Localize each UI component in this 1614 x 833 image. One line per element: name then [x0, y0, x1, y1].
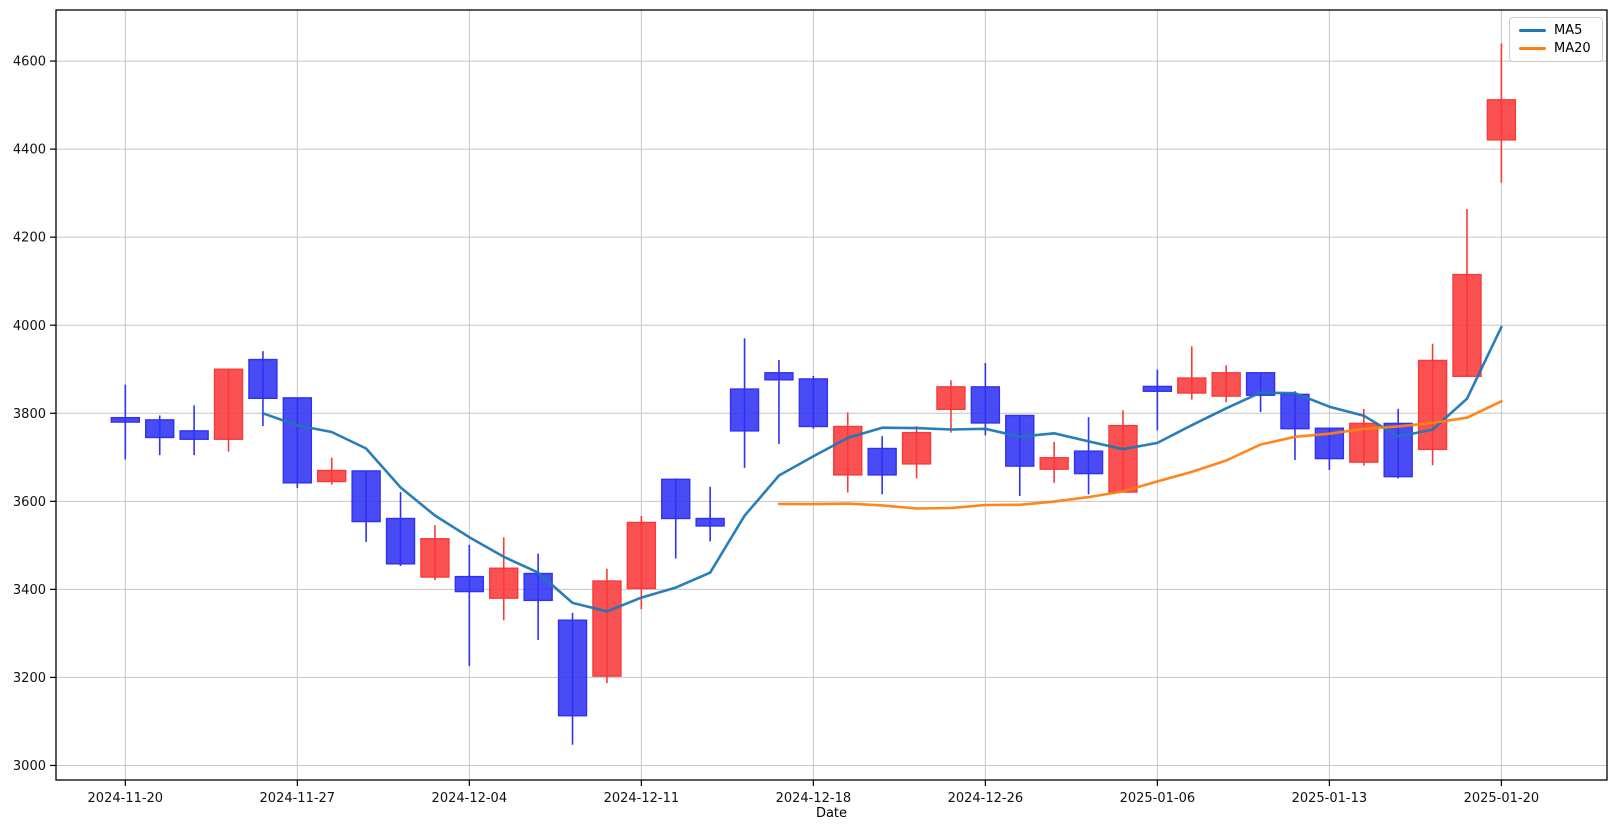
- candle-body-down: [1280, 393, 1310, 430]
- legend-item-ma5: MA5: [1519, 24, 1593, 37]
- candle-body-down: [282, 397, 313, 484]
- ma20-line-swatch: [1519, 47, 1546, 50]
- candle-body-up: [1417, 359, 1448, 451]
- candle-body-up: [592, 580, 622, 677]
- y-tick-label: 3200: [13, 671, 46, 686]
- candle-body-up: [1211, 372, 1241, 397]
- candle-body-down: [798, 378, 829, 428]
- candle-body-down: [661, 478, 691, 520]
- x-tick-label: 2025-01-20: [1464, 791, 1540, 806]
- x-axis-title: Date: [815, 806, 848, 821]
- x-tick-label: 2024-12-18: [776, 791, 852, 806]
- candle-body-down: [351, 470, 381, 523]
- candle-body-down: [557, 619, 588, 717]
- candle-body-up: [1177, 377, 1207, 394]
- y-tick-label: 4000: [13, 319, 46, 334]
- x-tick-label: 2025-01-06: [1120, 791, 1196, 806]
- x-tick-label: 2024-11-27: [260, 791, 336, 806]
- candle-body-up: [1108, 424, 1138, 493]
- x-tick-label: 2025-01-13: [1292, 791, 1368, 806]
- y-tick-label: 4600: [13, 55, 46, 70]
- y-tick-label: 4400: [13, 143, 46, 158]
- y-tick-label: 4200: [13, 231, 46, 246]
- candle-body-down: [385, 517, 416, 565]
- candle-body-down: [179, 430, 209, 440]
- y-tick-label: 3000: [13, 759, 46, 774]
- candle-body-up: [901, 431, 932, 465]
- y-tick-label: 3400: [13, 583, 46, 598]
- candle-body-up: [213, 368, 244, 440]
- candle-body-down: [695, 517, 725, 527]
- x-tick-label: 2024-11-20: [88, 791, 164, 806]
- ma5-line: [261, 325, 1503, 613]
- candle-body-down: [145, 419, 175, 439]
- x-tick-label: 2024-12-04: [432, 791, 508, 806]
- candle-body-up: [626, 521, 657, 590]
- legend-label-ma5: MA5: [1554, 23, 1583, 38]
- candle-body-down: [248, 358, 278, 400]
- ma5-line-swatch: [1519, 29, 1546, 32]
- candle-body-down: [764, 372, 794, 381]
- axes-frame: [55, 9, 1608, 781]
- candle-body-down: [1073, 450, 1104, 475]
- y-tick-label: 3800: [13, 407, 46, 422]
- x-tick-label: 2024-12-11: [604, 791, 680, 806]
- candle-body-up: [420, 538, 450, 578]
- candle-body-down: [523, 572, 553, 602]
- x-tick-label: 2024-12-26: [948, 791, 1024, 806]
- candle-body-down: [454, 575, 485, 593]
- ma20-line: [777, 399, 1503, 510]
- legend-label-ma20: MA20: [1554, 41, 1591, 56]
- y-tick-label: 3600: [13, 495, 46, 510]
- candle-body-down: [110, 416, 141, 423]
- candle-body-up: [936, 386, 966, 411]
- candle-body-down: [729, 388, 760, 432]
- legend: MA5 MA20: [1509, 17, 1603, 62]
- candle-body-down: [867, 447, 897, 476]
- candle-body-up: [1452, 273, 1482, 377]
- candle-body-down: [1005, 414, 1035, 467]
- candle-body-down: [1245, 372, 1276, 396]
- candle-body-down: [970, 386, 1001, 424]
- candle-body-up: [317, 469, 347, 483]
- candle-body-up: [1486, 99, 1517, 141]
- candle-body-up: [1039, 457, 1069, 470]
- candle-body-down: [1142, 385, 1173, 392]
- legend-item-ma20: MA20: [1519, 42, 1593, 55]
- candle-body-up: [489, 567, 519, 599]
